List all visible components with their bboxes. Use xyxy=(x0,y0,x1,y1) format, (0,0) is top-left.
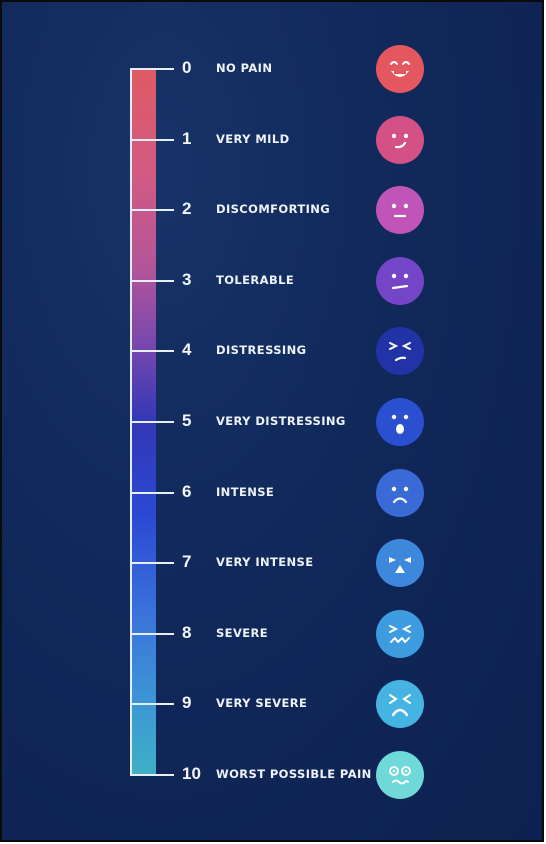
scale-tick xyxy=(130,562,174,565)
pain-level-number: 10 xyxy=(182,764,201,783)
tormented-face-icon xyxy=(376,680,424,729)
frowning-squint-face-icon xyxy=(376,327,424,376)
scale-tick xyxy=(130,209,174,212)
pain-level-label: DISCOMFORTING xyxy=(216,202,331,217)
scale-tick xyxy=(130,703,174,706)
pain-level-number: 5 xyxy=(182,411,192,430)
sad-face-icon xyxy=(376,468,424,517)
pain-level-number: 2 xyxy=(182,199,192,219)
scale-tick xyxy=(130,421,174,423)
scale-tick xyxy=(130,68,174,70)
pain-level-number: 4 xyxy=(182,340,192,360)
pain-level-number: 0 xyxy=(182,58,192,77)
pain-level-label: VERY DISTRESSING xyxy=(216,414,346,428)
pain-level-label: VERY SEVERE xyxy=(216,696,308,711)
wincing-face-icon xyxy=(376,609,424,658)
pain-level-label: SEVERE xyxy=(216,625,269,640)
pain-level-label: WORST POSSIBLE PAIN xyxy=(216,767,372,781)
pain-level-number: 8 xyxy=(182,622,192,642)
pain-level-label: DISTRESSING xyxy=(216,343,307,358)
grinning-face-icon xyxy=(376,45,424,93)
flat-mouth-face-icon xyxy=(376,256,424,305)
neutral-face-icon xyxy=(376,186,424,235)
scale-tick xyxy=(130,350,174,353)
crying-face-icon xyxy=(376,539,424,588)
scale-tick xyxy=(130,774,174,776)
pain-level-label: INTENSE xyxy=(216,484,275,499)
pain-level-number: 3 xyxy=(182,269,192,289)
pain-level-label: NO PAIN xyxy=(216,61,273,75)
pain-level-number: 6 xyxy=(182,481,192,501)
pain-level-label: VERY MILD xyxy=(216,131,290,146)
slight-smile-face-icon xyxy=(376,115,424,164)
pain-level-number: 9 xyxy=(182,693,192,713)
open-mouth-face-icon xyxy=(376,398,424,446)
scale-tick xyxy=(130,138,174,141)
pain-level-number: 1 xyxy=(182,128,192,148)
dizzy-face-icon xyxy=(376,751,424,799)
pain-level-label: VERY INTENSE xyxy=(216,555,314,570)
scale-tick xyxy=(130,491,174,494)
scale-tick xyxy=(130,632,174,635)
pain-level-number: 7 xyxy=(182,552,192,572)
pain-level-label: TOLERABLE xyxy=(216,272,295,287)
scale-tick xyxy=(130,279,174,282)
